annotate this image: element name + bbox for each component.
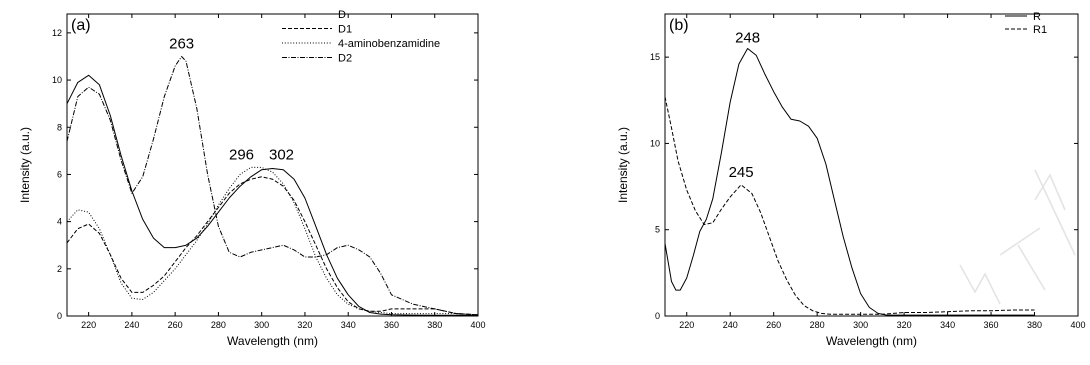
series-group [665,48,1035,316]
x-tick-label: 360 [984,320,999,330]
peak-annotation: 248 [735,30,760,47]
legend-label: 4-aminobenzamidine [338,38,440,50]
panel-b: 220 240 260 280 300 320 340 360 380 400 0 5 10 15 Wave… [616,11,1086,348]
legend-label: D1 [338,24,352,36]
panel-label: (b) [669,17,689,34]
series-line-d2 [67,56,478,316]
x-tick-label: 340 [341,320,356,330]
y-tick-label: 12 [52,28,62,38]
y-tick-label: 2 [57,264,62,274]
x-tick-label: 280 [211,320,226,330]
series-line-r1 [665,96,1035,315]
legend-label: R1 [1033,24,1047,36]
y-tick-label: 5 [655,225,660,235]
peak-annotation: 245 [729,164,754,181]
y-tick-label: 8 [57,122,62,132]
legend-label: D2 [338,53,352,65]
x-tick-label: 400 [1070,320,1085,330]
peak-annotation: 296 [229,146,254,163]
series-line-4-aminobenzamidine [67,166,478,316]
y-tick-label: 0 [655,311,660,321]
series-line-d1 [67,176,478,316]
y-axis-label: Intensity (a.u.) [18,127,32,203]
x-tick-label: 320 [297,320,312,330]
y-axis-label: Intensity (a.u.) [616,127,630,203]
y-tick-label: 10 [52,75,62,85]
x-tick-label: 260 [766,320,781,330]
legend-label: D [338,9,346,21]
series-group [67,56,478,316]
plot-frame [664,13,1079,317]
x-tick-label: 320 [897,320,912,330]
x-tick-label: 300 [853,320,868,330]
x-tick-label: 380 [1027,320,1042,330]
y-tick-label: 4 [57,217,62,227]
x-tick-label: 240 [124,320,139,330]
x-tick-label: 340 [940,320,955,330]
y-tick-label: 15 [650,52,660,62]
x-tick-label: 360 [384,320,399,330]
x-tick-label: 280 [810,320,825,330]
peak-annotation: 263 [169,35,194,52]
x-tick-label: 260 [168,320,183,330]
y-tick-label: 10 [650,138,660,148]
x-tick-label: 400 [470,320,485,330]
panel-label: (a) [71,17,91,34]
y-tick-label: 6 [57,169,62,179]
plot-frame [66,13,479,317]
x-axis-label: Wavelength (nm) [826,334,917,348]
series-line-d [67,74,478,316]
panel-a: 220 240 260 280 300 320 340 360 380 400 0 2 4 6 8 10 12 W… [18,9,486,348]
x-tick-label: 220 [679,320,694,330]
x-tick-label: 240 [723,320,738,330]
x-tick-label: 300 [254,320,269,330]
x-axis-label: Wavelength (nm) [227,334,318,348]
watermark [959,169,1076,305]
legend-label: R [1033,11,1041,23]
x-tick-label: 220 [81,320,96,330]
x-tick-label: 380 [427,320,442,330]
peak-annotation: 302 [269,146,294,163]
y-tick-label: 0 [57,311,62,321]
series-line-r [665,48,1035,316]
